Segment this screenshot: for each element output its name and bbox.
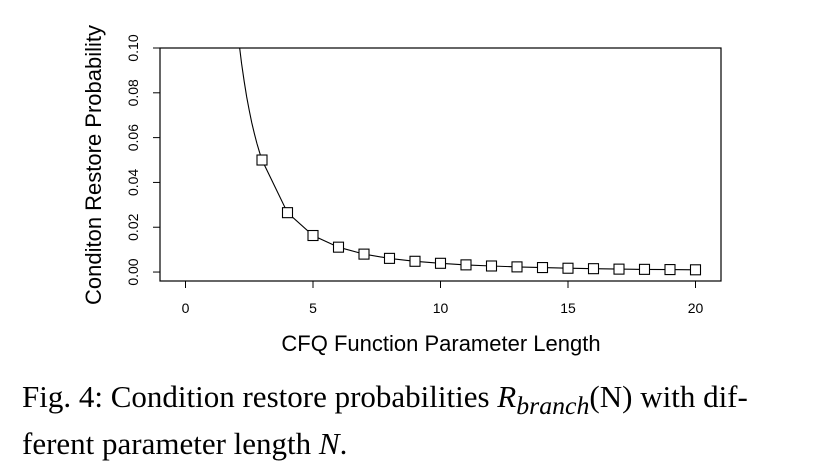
x-axis: 0 5 10 15 20: [182, 280, 704, 316]
x-tick-label: 0: [182, 300, 190, 316]
data-point: [383, 252, 396, 264]
caption-math-subscript: branch: [516, 391, 590, 421]
y-tick-label: 0.08: [125, 79, 141, 106]
caption-prefix: Fig. 4: Condition restore probabilities: [22, 379, 498, 414]
y-tick-label: 0.06: [125, 124, 141, 151]
data-point: [613, 263, 625, 275]
caption-line2-math: N: [318, 426, 340, 462]
y-tick-label: 0.00: [125, 258, 141, 285]
data-point: [358, 248, 370, 260]
x-axis-title: CFQ Function Parameter Length: [281, 331, 600, 356]
x-tick-label: 20: [688, 300, 704, 316]
x-tick-label: 10: [433, 300, 449, 316]
caption-math-symbol: Rbranch: [497, 379, 590, 421]
data-point: [332, 241, 345, 253]
data-point: [485, 260, 498, 272]
data-point: [434, 257, 447, 269]
figure-caption: Fig. 4: Condition restore probabilities …: [22, 378, 822, 463]
data-point: [587, 263, 600, 275]
caption-line2-suffix: .: [339, 426, 348, 462]
x-tick-label: 15: [560, 300, 576, 316]
data-point: [562, 262, 574, 274]
data-point: [409, 255, 421, 267]
data-point: [536, 262, 549, 274]
series-layer: [239, 48, 702, 276]
y-tick-label: 0.02: [125, 213, 141, 240]
y-tick-label: 0.10: [125, 34, 141, 61]
data-point: [281, 207, 294, 219]
y-tick-label: 0.04: [125, 169, 141, 196]
data-point: [664, 264, 676, 276]
data-point: [638, 263, 651, 275]
series-line: [239, 48, 696, 271]
data-point: [689, 264, 702, 276]
x-tick-label: 5: [309, 300, 317, 316]
data-point: [256, 154, 268, 166]
caption-line2-prefix: ferent parameter length: [22, 426, 319, 462]
y-axis-title: Conditon Restore Probability: [81, 25, 106, 305]
data-point: [511, 261, 523, 273]
caption-suffix-line1: with dif-: [632, 379, 748, 414]
caption-math-arg: (N): [589, 379, 633, 414]
y-axis: 0.00 0.02 0.04 0.06 0.08 0.10: [125, 34, 161, 286]
data-point: [460, 259, 472, 271]
data-point: [307, 229, 319, 242]
